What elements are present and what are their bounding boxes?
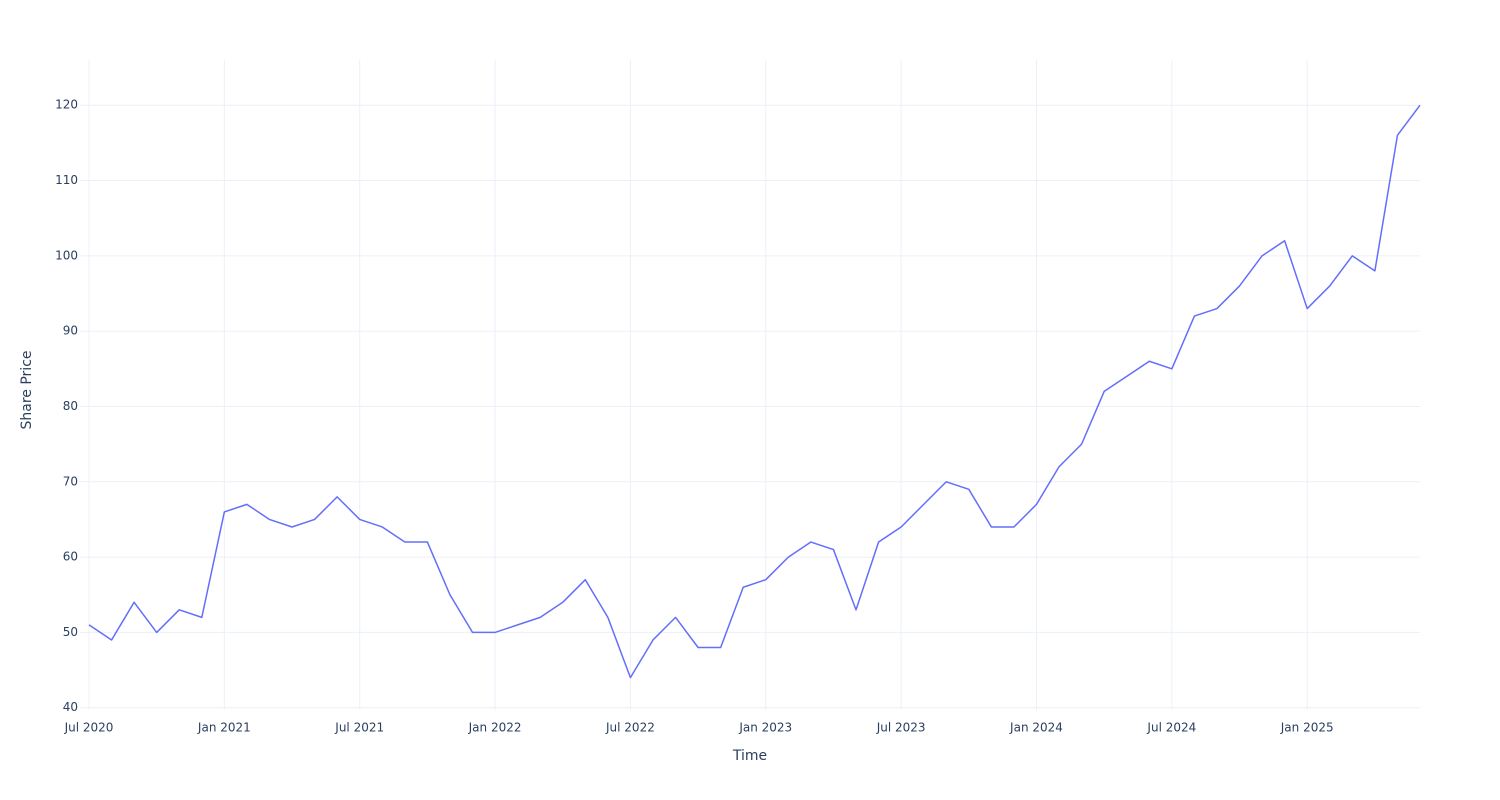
y-tick-label: 100 xyxy=(55,248,78,262)
y-tick-label: 90 xyxy=(63,324,78,338)
x-tick-label: Jan 2025 xyxy=(1280,721,1334,735)
x-tick-label: Jul 2023 xyxy=(876,721,926,735)
x-tick-label: Jul 2024 xyxy=(1146,721,1196,735)
grid xyxy=(80,60,1420,710)
y-tick-label: 60 xyxy=(63,550,78,564)
y-tick-label: 80 xyxy=(63,399,78,413)
x-tick-label: Jul 2021 xyxy=(334,721,384,735)
x-tick-label: Jul 2020 xyxy=(64,721,114,735)
x-tick-label: Jul 2022 xyxy=(605,721,655,735)
y-tick-label: 120 xyxy=(55,98,78,112)
x-tick-label: Jan 2022 xyxy=(468,721,522,735)
x-axis-title: Time xyxy=(732,748,767,764)
y-tick-label: 70 xyxy=(63,474,78,488)
y-tick-label: 40 xyxy=(63,700,78,714)
x-tick-label: Jan 2023 xyxy=(738,721,792,735)
plot-area xyxy=(88,104,1421,679)
x-tick-label: Jan 2021 xyxy=(197,721,251,735)
line-series xyxy=(88,104,1421,679)
y-tick-label: 50 xyxy=(63,625,78,639)
y-tick-label: 110 xyxy=(55,173,78,187)
y-axis-title: Share Price xyxy=(19,350,35,429)
x-tick-label: Jan 2024 xyxy=(1009,721,1063,735)
